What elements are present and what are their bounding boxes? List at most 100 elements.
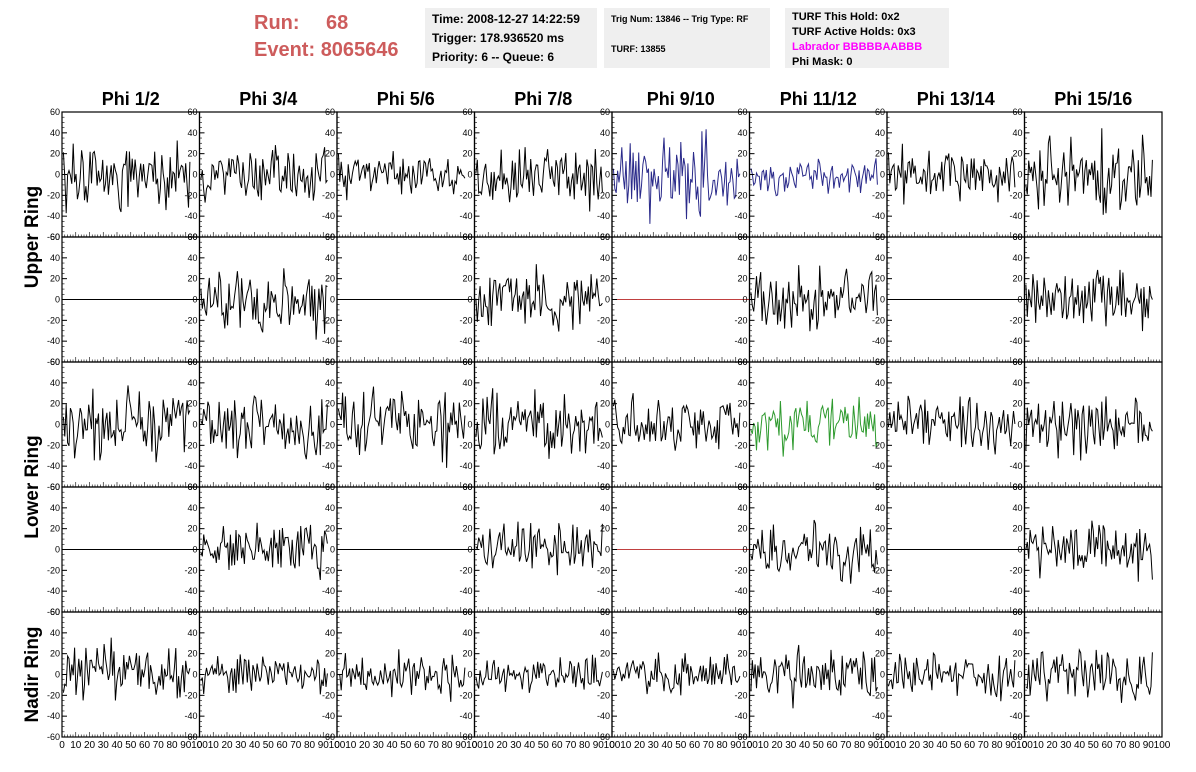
waveform-trace <box>62 385 191 463</box>
x-tick-label: 70 <box>290 740 302 751</box>
waveform-trace <box>1025 396 1153 461</box>
y-tick-label: -40 <box>734 211 747 221</box>
panel-frame <box>1023 486 1163 613</box>
x-tick-label: 40 <box>111 740 123 751</box>
x-tick-label: 10 <box>208 740 220 751</box>
y-tick-label: -40 <box>47 711 60 721</box>
y-tick-label: 0 <box>605 295 610 305</box>
y-tick-label: 0 <box>192 670 197 680</box>
y-tick-label: -40 <box>47 211 60 221</box>
x-tick-label: 80 <box>166 740 178 751</box>
y-tick-label: 60 <box>187 482 197 492</box>
y-tick-label: 40 <box>600 503 610 513</box>
x-tick-label: 100 <box>1016 740 1033 751</box>
x-tick-label: 70 <box>978 740 990 751</box>
waveform-trace <box>338 649 466 702</box>
y-tick-label: 0 <box>742 420 747 430</box>
y-tick-label: -40 <box>597 586 610 596</box>
column-title: Phi 1/2 <box>102 89 160 109</box>
y-tick-label: 60 <box>1012 607 1022 617</box>
y-tick-label: -20 <box>597 690 610 700</box>
x-tick-label: 70 <box>565 740 577 751</box>
y-tick-label: 40 <box>737 253 747 263</box>
x-tick-label: 60 <box>139 740 151 751</box>
y-tick-label: 40 <box>462 378 472 388</box>
y-tick-label: 60 <box>875 357 885 367</box>
y-tick-label: 40 <box>737 378 747 388</box>
y-tick-label: 40 <box>600 628 610 638</box>
y-tick-label: -40 <box>872 711 885 721</box>
y-tick-label: -40 <box>1009 711 1022 721</box>
turf-active-holds-text: TURF Active Holds: 0x3 <box>792 26 916 38</box>
waveform-trace <box>750 158 878 197</box>
y-tick-label: 20 <box>50 524 60 534</box>
x-tick-label: 40 <box>1074 740 1086 751</box>
panel-frame <box>611 611 751 738</box>
y-tick-label: 0 <box>742 295 747 305</box>
turf-this-hold-text: TURF This Hold: 0x2 <box>792 11 900 23</box>
y-tick-label: -40 <box>1009 211 1022 221</box>
x-tick-label: 70 <box>703 740 715 751</box>
y-tick-label: 60 <box>875 107 885 117</box>
x-tick-label: 70 <box>153 740 165 751</box>
x-tick-label: 30 <box>923 740 935 751</box>
x-tick-label: 90 <box>180 740 192 751</box>
y-tick-label: 40 <box>325 628 335 638</box>
y-tick-label: -40 <box>459 461 472 471</box>
y-tick-label: -40 <box>184 586 197 596</box>
y-tick-label: -20 <box>459 440 472 450</box>
y-tick-label: -60 <box>47 732 60 742</box>
y-tick-label: 60 <box>875 607 885 617</box>
y-tick-label: 40 <box>1012 378 1022 388</box>
x-tick-label: 60 <box>964 740 976 751</box>
event-label: Event: <box>254 39 316 61</box>
y-tick-label: 60 <box>737 107 747 117</box>
y-tick-label: 0 <box>1017 170 1022 180</box>
y-tick-label: 40 <box>1012 503 1022 513</box>
y-tick-label: 40 <box>1012 128 1022 138</box>
y-tick-label: 60 <box>600 607 610 617</box>
y-tick-label: 20 <box>187 524 197 534</box>
ring-label: Lower Ring <box>22 435 43 538</box>
y-tick-label: 20 <box>462 399 472 409</box>
waveform-trace <box>200 395 328 460</box>
y-tick-label: 0 <box>55 170 60 180</box>
y-tick-label: 0 <box>1017 295 1022 305</box>
y-tick-label: -20 <box>47 565 60 575</box>
y-tick-label: -20 <box>459 565 472 575</box>
y-tick-label: -20 <box>184 190 197 200</box>
y-tick-label: -40 <box>184 711 197 721</box>
y-tick-label: 0 <box>330 420 335 430</box>
y-tick-label: 40 <box>50 503 60 513</box>
y-tick-label: -20 <box>322 315 335 325</box>
x-tick-label: 70 <box>428 740 440 751</box>
y-tick-label: 0 <box>55 295 60 305</box>
y-tick-label: -20 <box>1009 440 1022 450</box>
y-tick-label: 20 <box>462 524 472 534</box>
waveform-trace <box>475 147 603 212</box>
y-tick-label: 0 <box>330 170 335 180</box>
y-tick-label: 60 <box>187 357 197 367</box>
y-tick-label: 60 <box>187 607 197 617</box>
x-tick-label: 80 <box>1129 740 1141 751</box>
y-tick-label: 20 <box>737 649 747 659</box>
y-tick-label: -20 <box>597 565 610 575</box>
x-tick-label: 10 <box>483 740 495 751</box>
waveform-trace <box>887 651 1016 702</box>
x-tick-label: 0 <box>197 740 203 751</box>
y-tick-label: -20 <box>872 690 885 700</box>
y-tick-label: 0 <box>605 670 610 680</box>
y-tick-label: 20 <box>187 149 197 159</box>
x-tick-label: 90 <box>318 740 330 751</box>
column-title: Phi 3/4 <box>239 89 297 109</box>
y-tick-label: -60 <box>1009 732 1022 742</box>
x-tick-label: 70 <box>840 740 852 751</box>
y-tick-label: 20 <box>1012 149 1022 159</box>
y-tick-label: 20 <box>1012 274 1022 284</box>
y-tick-label: 0 <box>605 170 610 180</box>
y-tick-label: 40 <box>50 253 60 263</box>
x-tick-label: 20 <box>771 740 783 751</box>
y-tick-label: -40 <box>184 461 197 471</box>
y-tick-label: 40 <box>737 628 747 638</box>
y-tick-label: 20 <box>600 149 610 159</box>
